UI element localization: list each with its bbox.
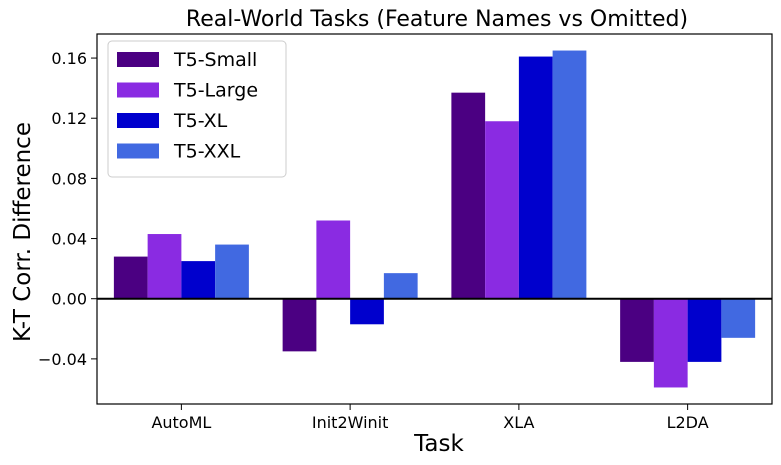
bar-t5-large-init2winit: [316, 220, 351, 299]
bar-t5-xl-l2da: [687, 298, 722, 362]
y-axis-label: K-T Corr. Difference: [10, 122, 36, 342]
legend-label-t5-large: T5-Large: [173, 80, 258, 102]
legend-label-t5-small: T5-Small: [173, 49, 257, 71]
bar-t5-xl-init2winit: [350, 298, 384, 325]
bar-t5-small-l2da: [620, 298, 654, 362]
bar-t5-small-init2winit: [282, 298, 317, 352]
chart-title: Real-World Tasks (Feature Names vs Omitt…: [186, 7, 688, 32]
y-tick-label: 0.16: [51, 49, 87, 68]
y-tick-label: 0.08: [51, 169, 87, 188]
y-tick-label: 0.04: [51, 230, 87, 249]
legend-box: [107, 40, 287, 178]
y-tick-label: 0.00: [51, 290, 87, 309]
plot-frame: [96, 33, 773, 405]
bar-t5-small-automl: [113, 256, 148, 299]
legend-swatch-t5-xl: [117, 113, 159, 128]
legend-swatch-t5-large: [117, 82, 159, 98]
bar-t5-xl-xla: [518, 56, 553, 299]
bar-t5-large-l2da: [653, 298, 688, 388]
legend-label-t5-xxl: T5-XXL: [173, 141, 241, 163]
bar-t5-large-xla: [485, 121, 519, 299]
legend-swatch-t5-xxl: [117, 143, 159, 159]
y-axis-ticks: −0.04 0.00 0.04 0.08 0.12 0.16: [38, 49, 97, 369]
bar-t5-xl-automl: [181, 261, 216, 299]
bar-t5-xxl-l2da: [721, 298, 756, 338]
legend-swatch-t5-small: [117, 52, 159, 67]
x-tick-label: Init2Winit: [312, 413, 389, 432]
bar-t5-small-xla: [451, 92, 486, 299]
x-tick-label: AutoML: [151, 413, 211, 432]
x-tick-label: L2DA: [667, 413, 709, 432]
bar-t5-xxl-automl: [215, 244, 249, 299]
y-tick-label: −0.04: [38, 350, 87, 369]
bar-t5-large-automl: [147, 234, 182, 299]
x-axis-label: Task: [413, 431, 464, 457]
bar-t5-xxl-init2winit: [383, 273, 418, 299]
y-tick-label: 0.12: [51, 109, 87, 128]
x-tick-label: XLA: [503, 413, 534, 432]
bar-t5-xxl-xla: [552, 50, 587, 299]
bars-layer: [113, 50, 756, 388]
legend-label-t5-xl: T5-XL: [173, 110, 228, 132]
x-axis-ticks: AutoML Init2Winit XLA L2DA: [151, 404, 709, 432]
legend: T5-Small T5-Large T5-XL T5-XXL: [107, 40, 287, 178]
